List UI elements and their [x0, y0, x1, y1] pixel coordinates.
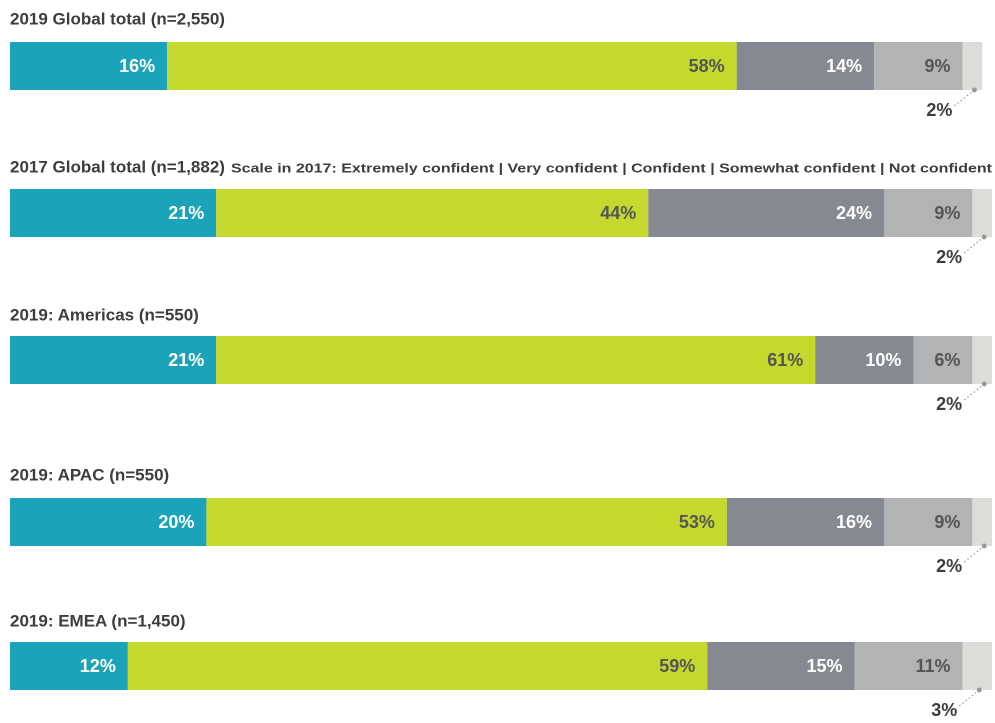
row-title: 2019: Americas (n=550) — [10, 305, 199, 324]
data-label: 20% — [158, 512, 194, 532]
data-label: 21% — [168, 350, 204, 370]
bar-segment — [962, 642, 992, 690]
bar-segment — [726, 498, 884, 546]
bar-segment — [972, 336, 992, 384]
bar-segment — [854, 642, 963, 690]
bar-segment — [10, 498, 207, 546]
data-label: 16% — [119, 56, 155, 76]
data-label: 21% — [168, 203, 204, 223]
bar-segment — [972, 189, 992, 237]
data-label: 6% — [934, 350, 960, 370]
data-label: 15% — [806, 656, 842, 676]
bar-segment — [10, 42, 168, 90]
data-label: 16% — [836, 512, 872, 532]
bar-segment — [962, 42, 983, 90]
data-label: 14% — [826, 56, 862, 76]
scale-note: Scale in 2017: Extremely confident | Ver… — [231, 160, 993, 175]
data-label: 11% — [915, 656, 950, 676]
bar-segment — [736, 42, 875, 90]
bar-segment — [815, 336, 914, 384]
data-label: 2% — [936, 556, 962, 576]
leader-line — [963, 236, 985, 254]
row-title: 2019 Global total (n=2,550) — [10, 9, 225, 28]
bar-segment — [972, 498, 992, 546]
bar-segment — [10, 336, 217, 384]
data-label: 53% — [679, 512, 715, 532]
bar-segment — [167, 42, 737, 90]
data-label: 2% — [926, 100, 952, 120]
data-label: 3% — [931, 700, 957, 720]
bar-segment — [707, 642, 855, 690]
data-label: 58% — [689, 56, 725, 76]
bar-segment — [216, 189, 649, 237]
row-title: 2017 Global total (n=1,882) — [10, 157, 225, 176]
data-label: 10% — [865, 350, 901, 370]
bar-segment — [10, 642, 128, 690]
data-label: 2% — [936, 394, 962, 414]
bar-segment — [648, 189, 884, 237]
row-title: 2019: EMEA (n=1,450) — [10, 611, 186, 630]
data-label: 61% — [767, 350, 803, 370]
bar-segment — [206, 498, 727, 546]
data-label: 59% — [659, 656, 695, 676]
bar-segment — [127, 642, 708, 690]
leader-line — [958, 689, 980, 707]
data-label: 24% — [836, 203, 872, 223]
bar-segment — [10, 189, 217, 237]
bar-segment — [216, 336, 816, 384]
bar-segment — [913, 336, 973, 384]
bar-segment — [874, 42, 963, 90]
leader-line — [963, 545, 985, 563]
data-label: 9% — [934, 512, 960, 532]
data-label: 12% — [80, 656, 116, 676]
data-label: 9% — [925, 56, 951, 76]
data-label: 44% — [600, 203, 636, 223]
data-label: 9% — [934, 203, 960, 223]
data-label: 2% — [936, 247, 962, 267]
leader-line — [953, 89, 975, 107]
bar-segment — [883, 189, 973, 237]
bar-segment — [883, 498, 973, 546]
row-title: 2019: APAC (n=550) — [10, 465, 169, 484]
leader-line — [963, 383, 985, 401]
